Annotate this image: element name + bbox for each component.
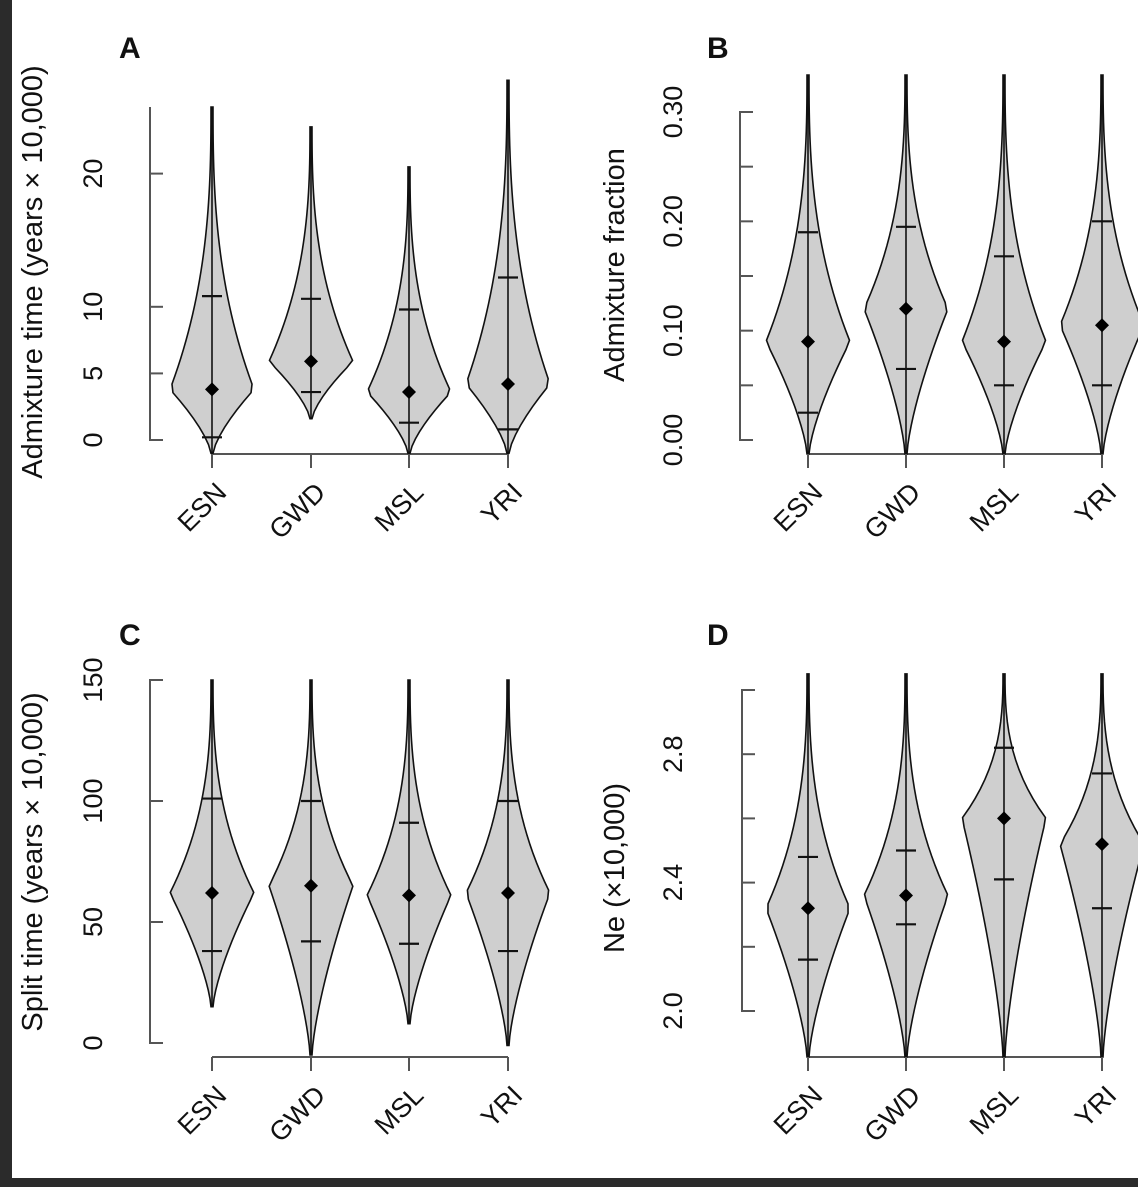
x-tick-label: ESN [768, 1080, 828, 1140]
x-tick-label: ESN [172, 1080, 232, 1140]
y-axis-label: Ne (×10,000) [599, 783, 631, 953]
median-point [205, 382, 219, 397]
y-axis-label: Split time (years × 10,000) [17, 692, 49, 1031]
x-tick-label: YRI [475, 1080, 528, 1133]
y-tick-label: 10 [78, 292, 108, 322]
median-point [501, 377, 515, 392]
violin-gwd [864, 74, 948, 455]
x-tick-label: MSL [369, 477, 429, 537]
violin-msl [961, 74, 1047, 455]
x-tick-label: MSL [369, 1080, 429, 1140]
violin-esn [765, 74, 851, 455]
violin-yri [1060, 74, 1138, 455]
median-point [304, 354, 318, 369]
panel-c: C Split time (years × 10,000) 0 50 100 150 ESN… [17, 619, 550, 1148]
x-tick-label: GWD [858, 1080, 926, 1148]
median-point [1095, 837, 1109, 852]
y-axis-label: Admixture time (years × 10,000) [17, 65, 49, 478]
y-tick-label: 2.0 [658, 992, 688, 1030]
x-tick-label: GWD [858, 477, 926, 545]
median-point [402, 385, 416, 400]
figure: A Admixture time (years × 10,000) 0 5 10 20 ES… [12, 0, 1138, 1178]
x-tick-label: MSL [964, 1080, 1024, 1140]
y-tick-label: 5 [78, 366, 108, 381]
violin-yri [467, 79, 549, 455]
y-tick-label: 0 [78, 1035, 108, 1050]
median-point [205, 885, 219, 900]
y-axis-label: Admixture fraction [599, 148, 631, 382]
x-tick-label: MSL [964, 477, 1024, 537]
violin-gwd [268, 679, 354, 1056]
median-point [997, 811, 1011, 826]
panel-letter: D [707, 619, 729, 652]
x-tick-label: YRI [475, 477, 528, 530]
y-tick-label: 50 [78, 907, 108, 937]
y-tick-label: 150 [78, 657, 108, 702]
median-point [899, 301, 913, 316]
violin-gwd [863, 673, 949, 1058]
panel-d: D Ne (×10,000) 2.0 2.4 2.8 ESN GWD MSL YRI [599, 619, 1138, 1148]
panel-letter: A [119, 32, 141, 65]
violin-msl [961, 673, 1047, 1058]
panel-letter: C [119, 619, 141, 652]
violin-body [1060, 74, 1138, 455]
violin-msl [366, 679, 452, 1025]
x-tick-label: GWD [263, 477, 331, 545]
x-tick-label: YRI [1069, 477, 1122, 530]
violin-body [1059, 673, 1138, 1058]
x-tick-label: YRI [1069, 1080, 1122, 1133]
violin-yri [466, 679, 550, 1047]
y-tick-label: 0 [78, 432, 108, 447]
violin-esn [169, 679, 255, 1008]
median-point [801, 901, 815, 916]
panel-a: A Admixture time (years × 10,000) 0 5 10 20 ES… [17, 32, 549, 545]
violin-yri [1059, 673, 1138, 1058]
x-tick-label: GWD [263, 1080, 331, 1148]
median-point [1095, 318, 1109, 333]
y-tick-label: 0.30 [658, 86, 688, 139]
median-point [402, 888, 416, 903]
panel-letter: B [707, 32, 729, 65]
median-point [501, 885, 515, 900]
violin-gwd [268, 126, 354, 420]
median-point [304, 878, 318, 893]
panel-b: B Admixture fraction 0.00 0.10 0.20 0.30 ESN GW… [599, 32, 1138, 545]
y-tick-label: 2.8 [658, 735, 688, 773]
x-tick-label: ESN [172, 477, 232, 537]
median-point [801, 334, 815, 349]
violin-esn [767, 673, 849, 1058]
violin-esn [171, 106, 253, 455]
median-point [997, 334, 1011, 349]
x-tick-label: ESN [768, 477, 828, 537]
y-tick-label: 0.10 [658, 304, 688, 357]
y-tick-label: 100 [78, 778, 108, 823]
y-tick-label: 2.4 [658, 864, 688, 902]
violin-chart-grid: A Admixture time (years × 10,000) 0 5 10 20 ES… [17, 32, 1138, 1148]
median-point [899, 888, 913, 903]
violin-msl [367, 166, 451, 455]
y-tick-label: 20 [78, 159, 108, 189]
y-tick-label: 0.00 [658, 414, 688, 467]
y-tick-label: 0.20 [658, 195, 688, 248]
